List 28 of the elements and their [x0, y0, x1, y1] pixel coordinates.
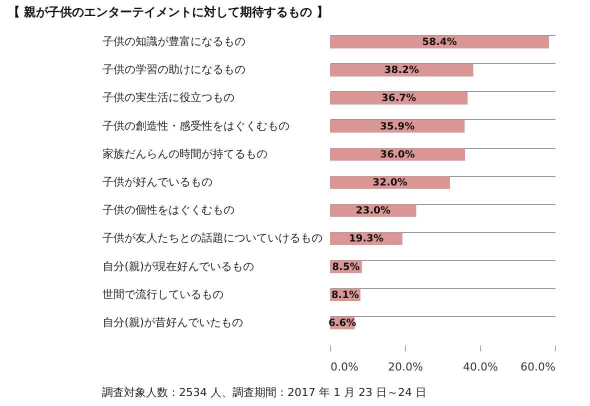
data-label: 32.0%	[372, 178, 408, 188]
data-label: 8.5%	[332, 262, 360, 273]
text: 【 親が子供のエンターテイメントに対して期待するもの 】	[8, 5, 328, 19]
data-label: 58.4%	[422, 37, 457, 48]
x-tick-label: 20.0%	[388, 360, 423, 374]
data-label: 19.3%	[348, 234, 384, 245]
y-tick-label: 家族だんらんの時間が持てるもの	[102, 147, 268, 160]
y-tick-label: 子供が好んでいるもの	[102, 176, 212, 188]
data-label: 6.6%	[328, 318, 356, 329]
x-tick-label: 0.0%	[330, 360, 358, 374]
x-tick-label: 60.0%	[520, 360, 556, 374]
y-tick-label: 子供の個性をはぐくむもの	[102, 204, 234, 217]
data-label: 8.1%	[331, 290, 360, 301]
data-label: 23.0%	[356, 206, 390, 217]
y-tick-label: 子供の学習の助けになるもの	[102, 63, 246, 76]
y-tick-label: 子供の知識が豊富になるもの	[102, 35, 246, 48]
data-label: 35.9%	[380, 121, 415, 132]
data-label: 36.0%	[380, 149, 415, 160]
y-tick-label: 自分(親)が昔好んでいたもの	[102, 316, 244, 329]
text: 調査対象人数：2534 人、調査期間：2017 年 1 月 23 日～24 日	[102, 386, 426, 399]
x-tick-label: 40.0%	[463, 360, 498, 374]
data-label: 36.7%	[381, 93, 416, 104]
y-tick-label: 子供の実生活に役立つもの	[102, 91, 234, 104]
data-label: 38.2%	[384, 65, 419, 76]
y-tick-label: 世間で流行しているもの	[102, 288, 224, 301]
y-tick-label: 自分(親)が現在好んでいるもの	[102, 260, 254, 273]
y-tick-label: 子供が友人たちとの話題についていけるもの	[102, 232, 322, 245]
y-tick-label: 子供の創造性・感受性をはぐくむもの	[102, 119, 290, 132]
